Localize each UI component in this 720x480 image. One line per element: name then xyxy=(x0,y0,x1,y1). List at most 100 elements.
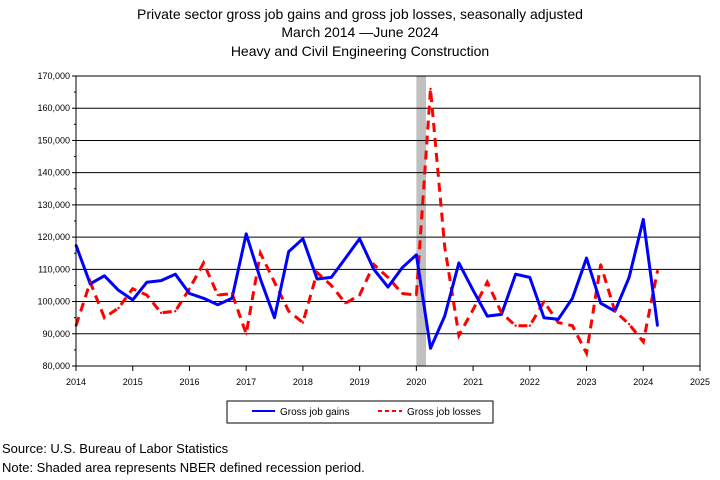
gains-data-point xyxy=(514,272,517,276)
legend: Gross job gains Gross job losses xyxy=(226,400,494,424)
gains-data-point xyxy=(117,289,120,292)
y-tick-label: 90,000 xyxy=(42,329,70,339)
gains-data-point xyxy=(188,292,191,295)
gains-data-point xyxy=(457,261,461,265)
recession-note: Note: Shaded area represents NBER define… xyxy=(2,460,365,475)
losses-data-point xyxy=(145,293,149,297)
gains-data-point xyxy=(202,297,205,300)
losses-data-point xyxy=(457,334,461,337)
losses-data-point xyxy=(585,351,588,355)
y-tick-label: 120,000 xyxy=(37,232,70,242)
x-tick-label: 2025 xyxy=(690,377,710,387)
losses-data-point xyxy=(103,316,106,319)
losses-data-point xyxy=(216,293,220,297)
x-tick-label: 2014 xyxy=(66,377,86,387)
y-tick-label: 160,000 xyxy=(37,103,70,113)
gains-data-point xyxy=(216,303,220,306)
gains-data-point xyxy=(400,266,404,269)
losses-data-point xyxy=(174,310,177,313)
gains-data-point xyxy=(273,316,276,319)
legend-label-losses: Gross job losses xyxy=(407,407,481,418)
losses-data-point xyxy=(429,87,432,91)
losses-data-point xyxy=(372,263,376,266)
gains-data-point xyxy=(330,276,333,279)
gains-data-point xyxy=(415,253,418,257)
losses-data-point xyxy=(642,340,645,344)
losses-data-point xyxy=(656,269,659,273)
gains-data-point xyxy=(244,232,248,236)
losses-data-point xyxy=(330,284,333,287)
x-tick-label: 2023 xyxy=(577,377,597,387)
x-axis-ticks: 2014 2015 2016 2017 2018 2019 2020 2021 2022 2023… xyxy=(66,366,710,387)
series-line-gross-job-losses xyxy=(74,88,659,358)
gains-data-point xyxy=(372,268,376,271)
losses-data-point xyxy=(287,310,290,313)
gains-data-point xyxy=(301,237,305,240)
gains-data-point xyxy=(344,256,347,260)
x-tick-label: 2017 xyxy=(236,377,256,387)
losses-data-point xyxy=(400,292,404,295)
gains-data-point xyxy=(230,297,234,300)
gains-data-point xyxy=(642,218,645,221)
losses-data-point xyxy=(443,245,446,248)
gains-data-point xyxy=(542,316,546,319)
gains-data-point xyxy=(315,277,319,281)
losses-data-point xyxy=(486,281,489,284)
losses-data-point xyxy=(599,263,602,266)
gains-data-point xyxy=(259,277,262,281)
gains-data-point xyxy=(627,276,631,279)
losses-data-point xyxy=(500,311,503,315)
gains-data-point xyxy=(174,272,177,276)
series-points-gross-job-gains xyxy=(74,218,659,350)
losses-data-point xyxy=(301,321,305,324)
y-tick-label: 170,000 xyxy=(37,71,70,81)
x-tick-label: 2021 xyxy=(463,377,483,387)
source-note: Source: U.S. Bureau of Labor Statistics xyxy=(2,441,229,456)
chart-title-line-1: Private sector gross job gains and gross… xyxy=(137,6,583,22)
gains-data-point xyxy=(443,314,446,318)
y-tick-label: 80,000 xyxy=(42,361,70,371)
y-axis-ticks: 80,000 90,000 100,000 110,000 120,000 130,000… xyxy=(37,71,76,371)
losses-data-point xyxy=(358,293,361,297)
chart-title-line-3: Heavy and Civil Engineering Construction xyxy=(230,43,490,59)
gains-data-point xyxy=(585,256,588,260)
gains-data-point xyxy=(103,274,106,277)
legend-label-gains: Gross job gains xyxy=(280,407,349,418)
losses-data-point xyxy=(230,292,234,295)
losses-data-point xyxy=(542,300,546,303)
losses-data-point xyxy=(556,321,560,324)
x-tick-label: 2015 xyxy=(123,377,143,387)
gains-data-point xyxy=(656,324,659,327)
x-tick-label: 2022 xyxy=(520,377,540,387)
plot-frame xyxy=(75,75,701,367)
losses-data-point xyxy=(528,324,532,327)
gains-data-point xyxy=(429,347,432,350)
losses-data-point xyxy=(627,322,631,326)
y-tick-label: 130,000 xyxy=(37,200,70,210)
y-tick-label: 150,000 xyxy=(37,135,70,145)
x-tick-label: 2019 xyxy=(350,377,370,387)
y-tick-label: 100,000 xyxy=(37,297,70,307)
losses-data-point xyxy=(315,271,319,274)
losses-data-point xyxy=(273,281,276,284)
x-tick-label: 2020 xyxy=(406,377,426,387)
gains-data-point xyxy=(287,250,290,253)
y-tick-label: 140,000 xyxy=(37,168,70,178)
losses-data-point xyxy=(244,332,248,335)
gains-data-point xyxy=(131,298,134,302)
losses-data-point xyxy=(613,310,617,313)
recession-band xyxy=(416,76,427,366)
losses-data-point xyxy=(415,293,418,297)
chart-area: 80,000 90,000 100,000 110,000 120,000 130,000… xyxy=(37,71,710,424)
gains-data-point xyxy=(471,289,475,292)
losses-data-point xyxy=(514,324,517,327)
losses-data-point xyxy=(386,276,390,279)
series-points-gross-job-losses xyxy=(74,87,659,355)
y-tick-label: 110,000 xyxy=(38,264,70,274)
losses-data-point xyxy=(344,301,347,305)
losses-data-point xyxy=(259,252,262,255)
losses-data-point xyxy=(471,308,475,311)
losses-data-point xyxy=(131,287,134,290)
gains-data-point xyxy=(556,318,560,321)
chart-title-line-2: March 2014 —June 2024 xyxy=(281,24,439,40)
